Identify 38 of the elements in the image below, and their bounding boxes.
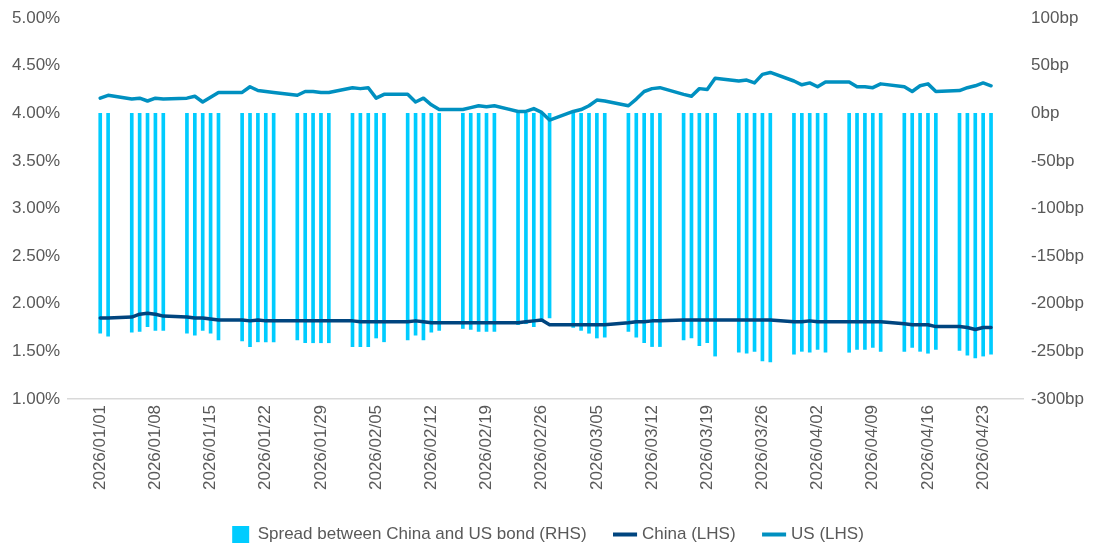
x-tick-label: 2026/04/02	[807, 404, 827, 491]
y2-tick-label: -50bp	[1031, 150, 1075, 170]
y-tick-label: 4.50%	[12, 55, 61, 75]
y-tick-label: 5.00%	[12, 7, 61, 27]
x-tick-label: 2026/03/12	[641, 404, 661, 491]
x-tick-label: 2026/01/29	[310, 404, 330, 491]
x-tick-label: 2026/01/22	[255, 404, 275, 491]
x-tick-label: 2026/03/05	[586, 404, 606, 491]
x-tick-label: 2026/01/08	[145, 404, 165, 491]
x-tick-label: 2026/02/05	[365, 404, 385, 491]
y-tick-label: 3.50%	[12, 150, 61, 170]
y-tick-label: 3.00%	[12, 198, 61, 218]
x-tick-label: 2026/01/01	[89, 404, 109, 491]
x-tick-label: 2026/04/16	[917, 404, 937, 491]
y2-tick-label: -200bp	[1031, 293, 1084, 313]
y2-tick-label: -250bp	[1031, 341, 1084, 361]
x-tick-label: 2026/01/15	[200, 404, 220, 491]
y-tick-label: 2.00%	[12, 293, 61, 313]
x-tick-label: 2026/04/23	[972, 404, 992, 491]
x-tick-label: 2026/03/26	[752, 404, 772, 491]
y2-tick-label: 0bp	[1031, 103, 1060, 123]
y-tick-label: 4.00%	[12, 103, 61, 123]
y2-tick-label: -300bp	[1031, 388, 1084, 408]
y2-tick-label: -150bp	[1031, 245, 1084, 265]
x-tick-label: 2026/03/19	[696, 404, 716, 491]
y2-tick-label: -100bp	[1031, 198, 1084, 218]
legend-label: China (LHS)	[642, 524, 736, 544]
legend-label: US (LHS)	[791, 524, 864, 544]
legend-label: Spread between China and US bond (RHS)	[257, 524, 587, 544]
y-tick-label: 2.50%	[12, 245, 61, 265]
x-tick-label: 2026/02/26	[531, 404, 551, 491]
y-tick-label: 1.50%	[12, 341, 61, 361]
x-tick-label: 2026/04/09	[862, 404, 882, 491]
y2-tick-label: 50bp	[1031, 55, 1069, 75]
y-tick-label: 1.00%	[12, 388, 61, 408]
y2-tick-label: 100bp	[1031, 7, 1079, 27]
x-tick-label: 2026/02/19	[476, 404, 496, 491]
x-tick-label: 2026/02/12	[421, 404, 441, 491]
